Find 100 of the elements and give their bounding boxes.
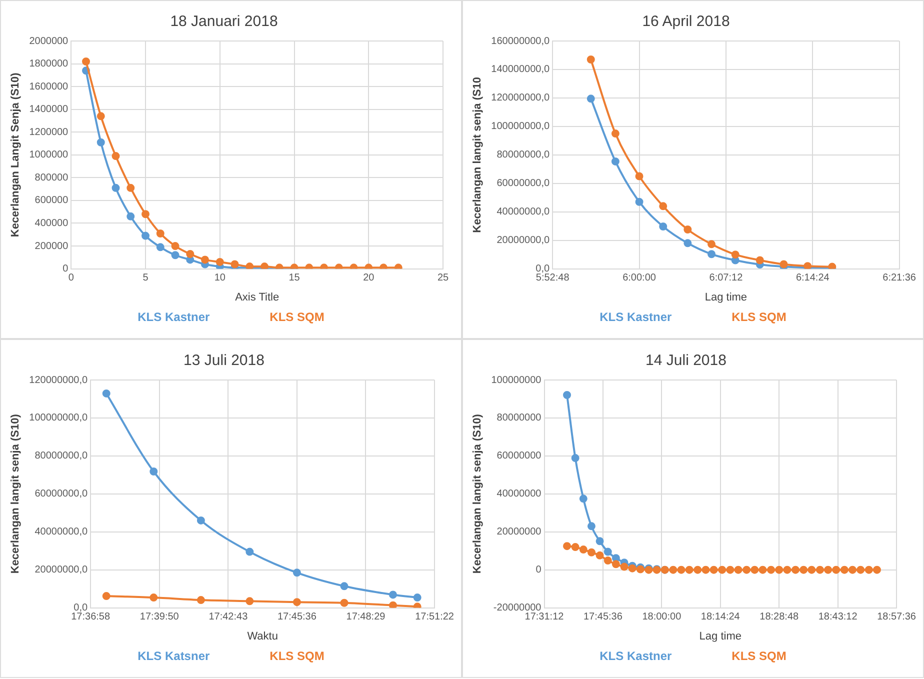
- point: [708, 250, 716, 258]
- point: [587, 522, 596, 530]
- x-tick-label: 17:45:36: [584, 612, 623, 623]
- point: [628, 564, 636, 572]
- y-tick-label: 80000000: [496, 412, 542, 424]
- chart-title: 18 Januari 2018: [170, 13, 278, 30]
- y-tick-label: 2000000: [29, 36, 69, 47]
- point: [792, 566, 800, 574]
- y-tick-label: 80000000,0: [496, 150, 550, 161]
- point: [96, 138, 105, 146]
- point: [150, 594, 158, 602]
- point: [635, 172, 644, 180]
- point: [758, 566, 767, 574]
- point: [612, 560, 620, 568]
- text: KLS SQM: [732, 310, 786, 324]
- point: [718, 566, 726, 574]
- y-tick-label: 20000000,0: [496, 235, 550, 246]
- y-tick-label: 0,0: [74, 602, 88, 614]
- y-tick-label: 0: [62, 264, 69, 275]
- point: [246, 597, 254, 606]
- x-axis-title: Lag time: [699, 630, 742, 642]
- point: [112, 152, 120, 160]
- x-tick-label: 10: [214, 272, 226, 284]
- point: [186, 250, 194, 258]
- point: [112, 184, 120, 192]
- y-tick-label: 800000: [34, 172, 69, 184]
- y-tick-label: 100000000: [491, 374, 542, 386]
- point: [102, 592, 110, 600]
- point: [563, 390, 572, 399]
- point: [150, 468, 158, 476]
- x-tick-label: 17:51:22: [415, 612, 454, 623]
- x-tick-label: 6:07:12: [709, 272, 744, 284]
- point: [750, 566, 759, 574]
- x-tick-label: 17:31:12: [524, 612, 564, 623]
- point: [848, 566, 856, 574]
- point: [196, 516, 205, 524]
- text: KLS Kastner: [138, 310, 210, 324]
- y-tick-label: 0,0: [536, 264, 550, 275]
- y-tick-label: 160000000,0: [491, 36, 550, 47]
- point: [604, 548, 612, 556]
- point: [611, 157, 620, 166]
- point: [872, 566, 881, 574]
- y-tick-label: 60000000,0: [34, 488, 88, 500]
- y-tick-label: 1600000: [29, 81, 69, 92]
- point: [864, 566, 873, 574]
- point: [196, 596, 205, 604]
- point: [808, 566, 816, 574]
- point: [82, 58, 90, 66]
- point: [659, 202, 668, 210]
- x-axis-title: Axis Title: [235, 291, 280, 304]
- x-tick-label: 18:28:48: [760, 612, 800, 623]
- y-tick-label: 60000000,0: [496, 178, 550, 190]
- point: [292, 598, 301, 606]
- point: [800, 566, 808, 574]
- chart-title: 16 April 2018: [642, 13, 730, 30]
- y-tick-label: 1800000: [29, 58, 69, 70]
- x-tick-label: 6:14:24: [796, 272, 830, 284]
- x-tick-label: 18:43:12: [818, 612, 858, 623]
- point: [171, 242, 180, 250]
- point: [340, 582, 348, 590]
- y-tick-label: 120000000,0: [491, 92, 550, 104]
- point: [571, 543, 580, 552]
- y-tick-label: 1200000: [29, 126, 69, 138]
- point: [579, 546, 588, 554]
- y-tick-label: 1000000: [29, 150, 69, 161]
- y-tick-label: 20000000: [496, 526, 542, 538]
- point: [635, 198, 644, 206]
- y-tick-label: 40000000,0: [496, 206, 550, 218]
- point: [731, 250, 740, 259]
- x-tick-label: 17:36:58: [71, 612, 110, 623]
- chart-title: 14 Juli 2018: [646, 352, 726, 370]
- y-tick-label: 120000000,0: [29, 374, 88, 386]
- y-tick-label: 80000000,0: [34, 450, 88, 462]
- point: [563, 542, 572, 550]
- y-tick-label: 400000: [34, 218, 69, 229]
- y-tick-label: 100000000,0: [29, 412, 88, 424]
- x-tick-label: 5:52:48: [536, 272, 570, 284]
- text: KLS SQM: [732, 649, 786, 663]
- point: [156, 243, 164, 252]
- point: [620, 562, 628, 571]
- x-tick-label: 17:45:36: [277, 612, 317, 623]
- point: [102, 389, 110, 398]
- x-tick-label: 20: [363, 272, 375, 284]
- y-tick-label: -20000000: [493, 602, 542, 614]
- point: [684, 239, 692, 248]
- y-axis-title: Kecerlangan langit senja (S10: [472, 76, 484, 233]
- point: [216, 258, 224, 266]
- point: [710, 566, 718, 574]
- point: [571, 454, 580, 462]
- point: [726, 566, 734, 574]
- y-tick-label: 60000000: [496, 450, 542, 462]
- y-tick-label: 600000: [34, 195, 69, 206]
- x-tick-label: 6:00:00: [622, 272, 656, 284]
- point: [677, 566, 686, 574]
- x-tick-label: 18:14:24: [700, 612, 740, 623]
- point: [783, 566, 792, 574]
- point: [388, 601, 397, 608]
- point: [856, 566, 865, 574]
- point: [756, 256, 764, 264]
- x-tick-label: 6:21:36: [882, 272, 916, 284]
